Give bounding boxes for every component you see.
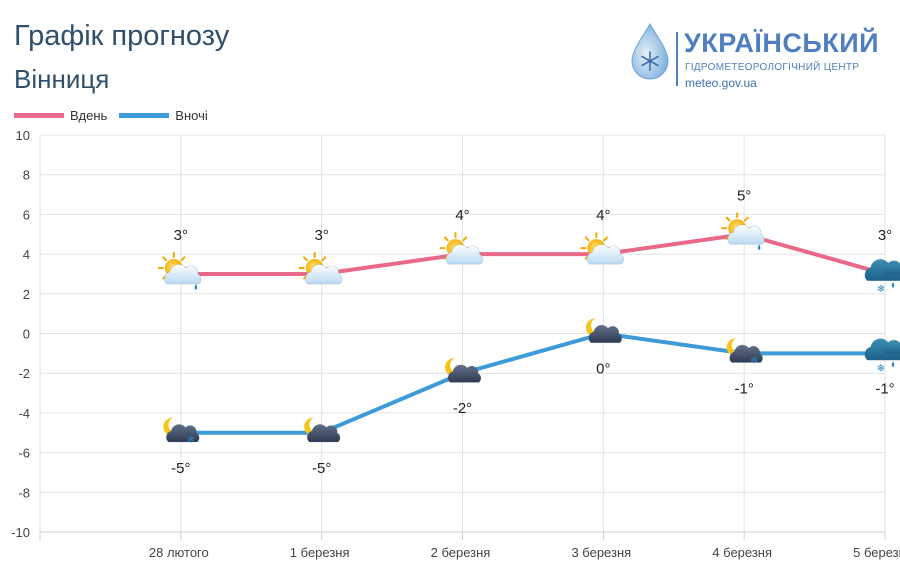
sun-ray <box>303 256 308 262</box>
x-tick-label: 2 березня <box>431 545 491 560</box>
sun-ray <box>321 256 327 262</box>
cloud-shape <box>586 244 624 265</box>
cloud-shape <box>727 224 765 245</box>
y-tick-label: -6 <box>18 446 30 461</box>
rain-drop <box>194 283 198 290</box>
x-tick-label: 4 березня <box>712 545 772 560</box>
sun-cloud-icon <box>439 232 484 265</box>
day-temp-label: 5° <box>737 187 751 204</box>
y-tick-label: 8 <box>23 168 30 183</box>
water-drop-snowflake-icon <box>631 22 669 80</box>
logo-url[interactable]: meteo.gov.ua <box>685 76 757 90</box>
snowflake: ❄ <box>750 355 758 366</box>
legend: Вдень Вночі <box>14 108 220 123</box>
x-tick-label: 28 лютого <box>149 545 209 560</box>
moon-cloud-icon <box>445 358 482 383</box>
sun-ray <box>462 236 468 242</box>
city-name: Вінниця <box>14 64 110 94</box>
cloud-shape <box>883 342 900 355</box>
sun-ray <box>443 236 449 242</box>
x-tick-label: 3 березня <box>571 545 631 560</box>
y-tick-label: 0 <box>23 327 30 342</box>
hydromet-logo[interactable]: УКРАЇНСЬКИЙ ГІДРОМЕТЕОРОЛОГІЧНИЙ ЦЕНТР m… <box>628 22 888 92</box>
sun-ray <box>162 256 168 262</box>
sun-ray <box>603 236 608 242</box>
sun-ray <box>725 216 731 222</box>
legend-item-day[interactable]: Вдень <box>14 108 107 123</box>
day-temp-label: 3° <box>314 227 328 244</box>
day-line <box>178 232 887 276</box>
rain-drop <box>891 361 895 368</box>
cloud-shape <box>588 324 623 344</box>
rain-drop <box>891 281 895 288</box>
day-temp-label: 4° <box>455 207 469 224</box>
snowflake: ❄ <box>187 435 195 446</box>
cloud-shape <box>445 244 484 265</box>
sun-ray <box>584 236 590 242</box>
dark-cloud-rain-snow-icon: ❄ <box>864 258 900 295</box>
y-tick-label: 2 <box>23 287 30 302</box>
moon-cloud-snow-icon: ❄ <box>163 417 200 446</box>
cloud-shape <box>729 344 763 363</box>
legend-label-day: Вдень <box>70 108 108 123</box>
moon-cloud-snow-icon: ❄ <box>726 338 763 366</box>
logo-divider <box>676 32 678 86</box>
sun-ray <box>180 256 186 262</box>
y-tick-label: -10 <box>11 525 30 540</box>
cloud-shape <box>447 364 482 383</box>
moon-shape <box>304 417 321 436</box>
night-line <box>178 331 887 435</box>
cloud-shape <box>304 264 343 285</box>
y-tick-label: -8 <box>18 485 30 500</box>
y-tick-label: 6 <box>23 207 30 222</box>
day-temp-label: 3° <box>878 227 892 244</box>
sun-cloud-icon <box>298 251 343 285</box>
sun-cloud-rain-icon <box>157 251 202 290</box>
legend-item-night[interactable]: Вночі <box>119 108 208 123</box>
night-temp-label: -1° <box>875 380 894 397</box>
y-tick-label: -4 <box>18 406 30 421</box>
day-temp-label: 4° <box>596 207 610 224</box>
moon-shape <box>163 417 180 436</box>
sun-cloud-icon <box>580 232 624 265</box>
day-temp-label: 3° <box>174 227 188 244</box>
night-temp-label: -2° <box>453 400 472 417</box>
cloud-shape <box>883 262 900 276</box>
cloud-shape <box>164 264 202 285</box>
sun-cloud-rain-icon <box>721 212 765 251</box>
night-temp-label: -5° <box>312 460 331 477</box>
x-tick-label: 5 березня <box>853 545 900 560</box>
night-temp-label: 0° <box>596 361 610 378</box>
snowflake: ❄ <box>877 363 885 374</box>
moon-shape <box>585 318 603 337</box>
y-tick-label: 10 <box>16 128 30 143</box>
logo-name: УКРАЇНСЬКИЙ <box>684 28 880 58</box>
y-tick-label: -2 <box>18 366 30 381</box>
y-tick-label: 4 <box>23 247 30 262</box>
legend-swatch-day <box>14 113 64 118</box>
moon-shape <box>726 338 744 357</box>
rain-drop <box>757 244 761 251</box>
moon-shape <box>445 358 462 377</box>
logo-subtitle: ГІДРОМЕТЕОРОЛОГІЧНИЙ ЦЕНТР <box>685 62 860 73</box>
sun-ray <box>743 216 749 222</box>
x-tick-label: 1 березня <box>290 545 350 560</box>
moon-cloud-icon <box>304 417 341 443</box>
chart-header: Графік прогнозу Вінниця Вдень Вночі <box>0 0 900 130</box>
dark-cloud-rain-snow-icon: ❄ <box>864 338 900 374</box>
snowflake: ❄ <box>877 284 885 295</box>
legend-label-night: Вночі <box>175 108 208 123</box>
cloud-shape <box>306 424 341 443</box>
chart-title: Графік прогнозу <box>14 20 230 52</box>
cloud-shape <box>165 424 200 443</box>
moon-cloud-icon <box>585 318 623 344</box>
night-temp-label: -1° <box>734 380 753 397</box>
legend-swatch-night <box>119 113 170 118</box>
night-temp-label: -5° <box>171 460 190 477</box>
